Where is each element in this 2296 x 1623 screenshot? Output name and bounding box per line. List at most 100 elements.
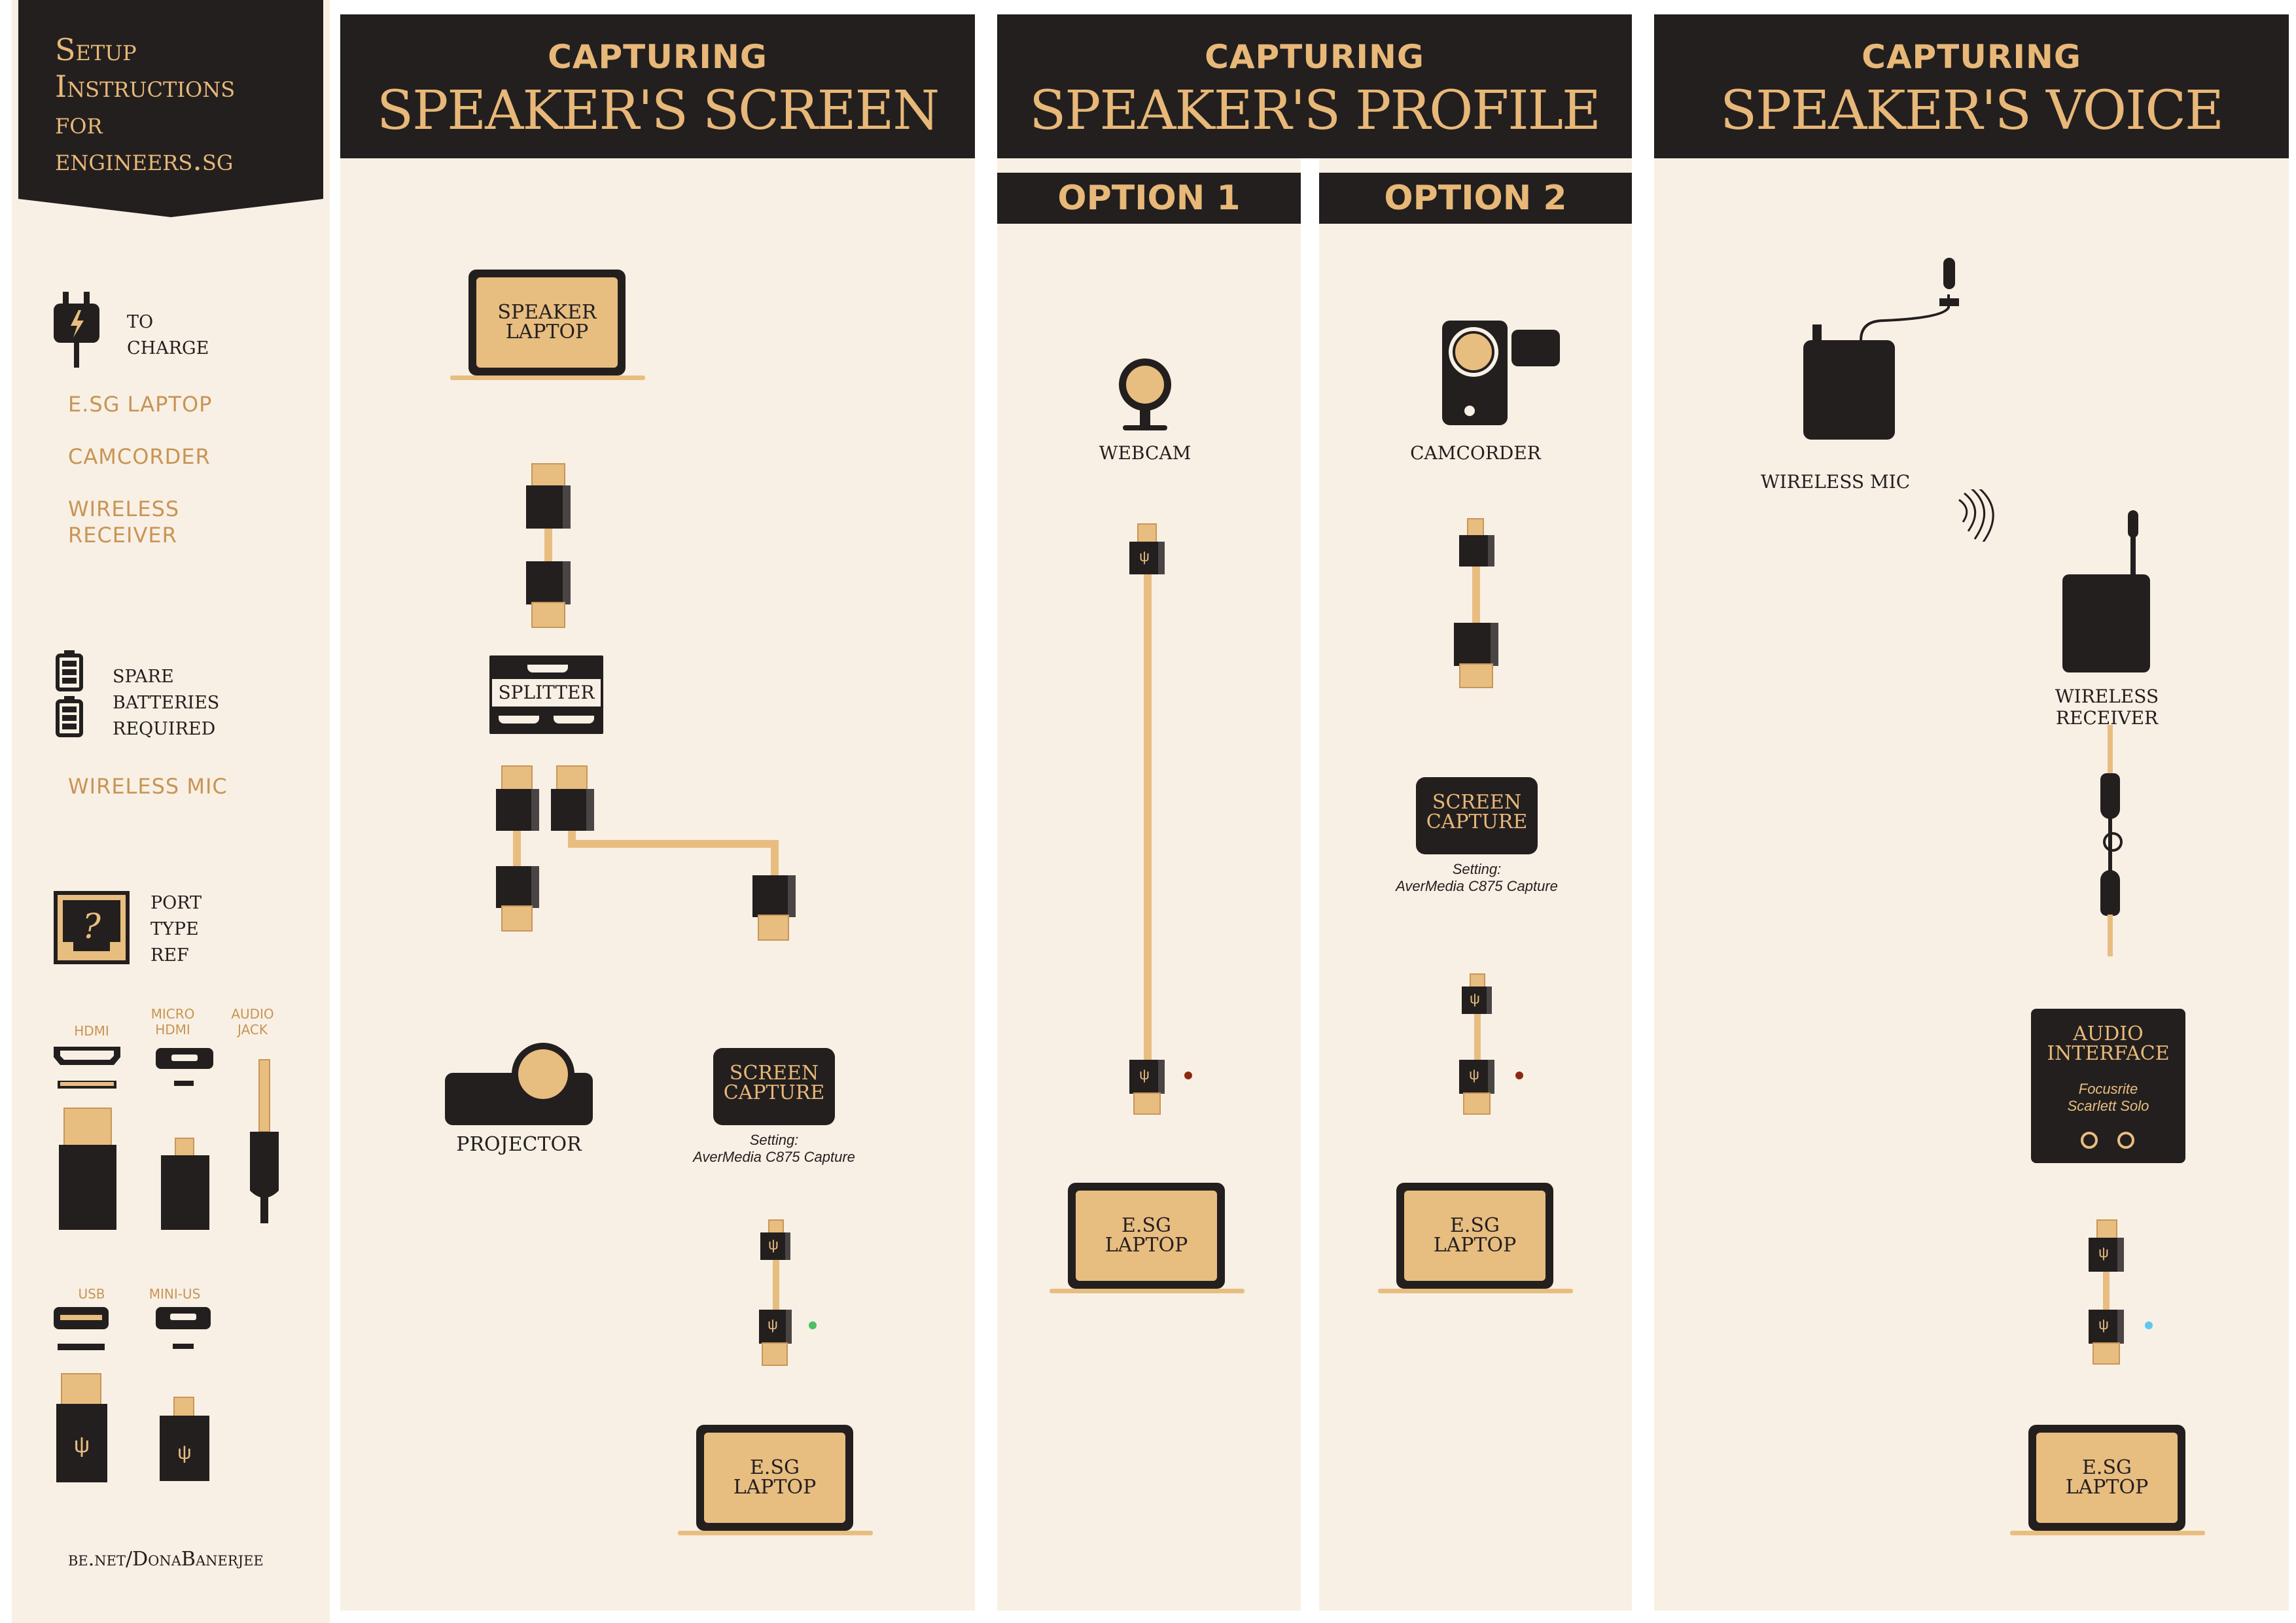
screen-capture-label: SCREEN CAPTURE [1426,791,1528,833]
screen-capture-label: SCREEN CAPTURE [723,1062,825,1104]
port-label-usb: USB [78,1286,105,1302]
hdmi-sleeve [496,866,539,908]
screen-section [340,14,975,1611]
usb-plug [2093,1342,2120,1365]
battery-item-mic: WIRELESS MIC [68,774,228,799]
audio-interface-model: Focusrite Scarlett Solo [2067,1081,2149,1114]
usb-icon: ψ [1469,1066,1479,1083]
hdmi-plug [531,602,565,628]
splitter-label: SPLITTER [492,679,601,707]
port-question-icon: ? [54,891,130,964]
setting-caption: Setting: [1452,861,1502,877]
charge-item-laptop: E.SG LAPTOP [68,392,213,417]
usb-plug [1463,1092,1491,1115]
screen-title: SPEAKER'S SCREEN [376,80,940,142]
splitter-port [527,665,568,672]
hdmi-sleeve [496,789,539,831]
status-dot [809,1321,817,1329]
usb-icon: ψ [1470,990,1480,1007]
voice-caption: CAPTURING [1862,38,2081,76]
charge-item-camcorder: CAMCORDER [68,444,211,469]
usb-sleeve [760,1232,791,1260]
footer-link[interactable]: be.net/DonaBanerjee [68,1548,264,1571]
port-label-hdmi: HDMI [74,1023,109,1039]
knob-left [2081,1132,2098,1149]
usb-sleeve [759,1310,792,1344]
knob-right [2117,1132,2134,1149]
hdmi-cable [771,840,779,877]
webcam-stand [1140,410,1150,429]
hdmi-sleeve [1459,535,1494,567]
svg-text:ψ: ψ [177,1442,191,1463]
charge-item-receiver: WIRELESS RECEIVER [68,497,180,548]
port-label-mini-usb: MINI-US [149,1286,201,1302]
esg-laptop-base [1050,1289,1245,1293]
wireless-mic-label: WIRELESS MIC [1760,471,1911,493]
audio-adapter-ring [2103,832,2123,852]
batteries-heading: spare batteries required [113,659,220,741]
hdmi-sleeve [551,789,594,831]
usb-plug [1133,1092,1161,1115]
usb-sleeve [1129,542,1165,574]
webcam-base [1123,425,1167,430]
port-heading: port type ref [150,886,202,967]
option1-tab: OPTION 1 [997,173,1301,224]
camcorder-button [1464,406,1475,416]
hdmi-plug [1467,518,1484,536]
profile-caption: CAPTURING [1205,38,1424,76]
receiver-antenna [2130,536,2136,576]
wireless-receiver-label: WIRELESS RECEIVER [2055,686,2159,729]
voice-header: CAPTURING SPEAKER'S VOICE [1654,14,2289,158]
hdmi-sleeve [526,485,571,529]
receiver-antenna [2128,510,2138,538]
profile-title: SPEAKER'S PROFILE [1029,80,1601,142]
usb-icon: ψ [768,1236,779,1253]
camcorder-label: CAMCORDER [1410,442,1541,464]
screen-capture-device [713,1048,835,1125]
hdmi-cable [568,840,779,848]
usb-sleeve [2089,1238,2124,1272]
port-label-micro-hdmi: MICRO HDMI [150,1006,195,1038]
setting-value: AverMedia C875 Capture [1396,878,1558,894]
splitter-port [499,716,539,724]
camcorder-screen [1511,330,1560,366]
audio-interface-label: AUDIO INTERFACE [2047,1022,2170,1065]
usb-icon: ψ [2098,1244,2109,1261]
hdmi-cable [513,831,521,867]
audio-jack [2100,773,2120,819]
sidebar-title-banner [18,0,323,196]
audio-jack [2100,870,2120,916]
setting-value: AverMedia C875 Capture [693,1149,855,1165]
usb-sleeve [2089,1310,2124,1344]
speaker-laptop-base [450,375,645,380]
usb-cable [2103,1272,2110,1311]
status-dot [1184,1072,1192,1079]
charge-heading: to charge [127,305,209,360]
wireless-receiver [2062,574,2150,672]
hdmi-plug [1459,663,1493,688]
projector-label: PROJECTOR [456,1133,582,1156]
wireless-mic-icon [1803,258,1959,440]
esg-laptop-label: E.SG LAPTOP [1076,1191,1217,1281]
projector-lens [518,1049,568,1099]
usb-sleeve [1459,1060,1494,1094]
esg-laptop-label: E.SG LAPTOP [2036,1433,2178,1523]
svg-text:?: ? [82,907,101,947]
esg-laptop-label: E.SG LAPTOP [1404,1191,1545,1281]
usb-cable [773,1260,779,1311]
usb-icon: ψ [768,1316,778,1333]
usb-cable [1474,1014,1481,1061]
wifi-signal-icon [1958,489,1994,542]
screen-caption: CAPTURING [548,38,768,76]
hdmi-plug [758,915,789,941]
svg-text:ψ: ψ [74,1433,90,1457]
usb-plug [762,1342,788,1366]
voice-section [1654,14,2289,1611]
sidebar-title: Setup Instructions for engineers.sg [55,32,236,177]
usb-cable [1144,574,1152,1060]
port-label-audio-jack: AUDIO JACK [231,1006,274,1038]
esg-laptop-base [678,1531,873,1535]
banner-point [18,195,323,217]
usb-sleeve [1129,1060,1165,1094]
hdmi-cable [1472,567,1480,624]
